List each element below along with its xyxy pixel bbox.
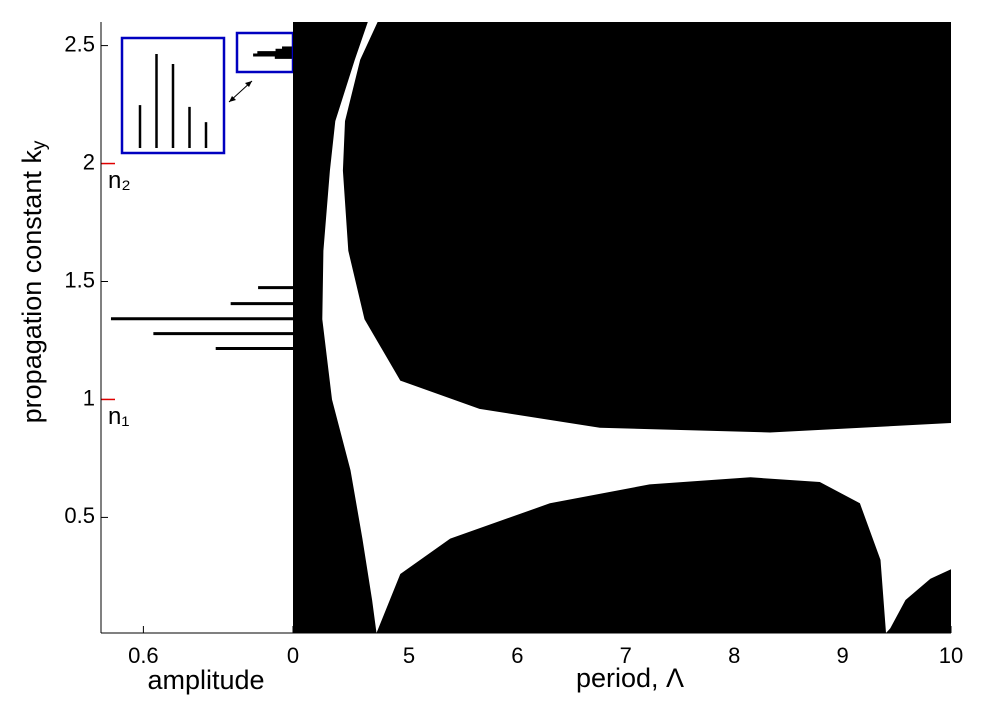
arrow-head	[229, 81, 252, 102]
y-tick-label: 2	[83, 149, 95, 174]
x-tick-label: 7	[620, 643, 632, 668]
x-tick-label: 8	[728, 643, 740, 668]
x-tick-label: 10	[939, 643, 963, 668]
x-tick-label: 5	[403, 643, 415, 668]
y-tick-label: 1	[83, 385, 95, 410]
annotation: n₁	[108, 403, 129, 430]
x-axis-label: period, Λ	[576, 663, 684, 693]
annotation: n₂	[108, 167, 131, 194]
x-tick-label: 9	[836, 643, 848, 668]
y-tick-label: 0.5	[64, 503, 95, 528]
y-axis-label-text: propagation constant k	[17, 150, 47, 424]
gap-region	[322, 22, 951, 633]
y-axis-label-subscript: y	[29, 140, 50, 150]
y-tick-label: 2.5	[64, 31, 95, 56]
x-tick-label: 0.6	[128, 643, 159, 668]
y-axis-label: propagation constant ky	[17, 140, 50, 423]
y-tick-label: 1.5	[64, 267, 95, 292]
x-tick-label: 0	[287, 643, 299, 668]
x-axis-label: amplitude	[147, 665, 264, 695]
x-tick-label: 6	[511, 643, 523, 668]
